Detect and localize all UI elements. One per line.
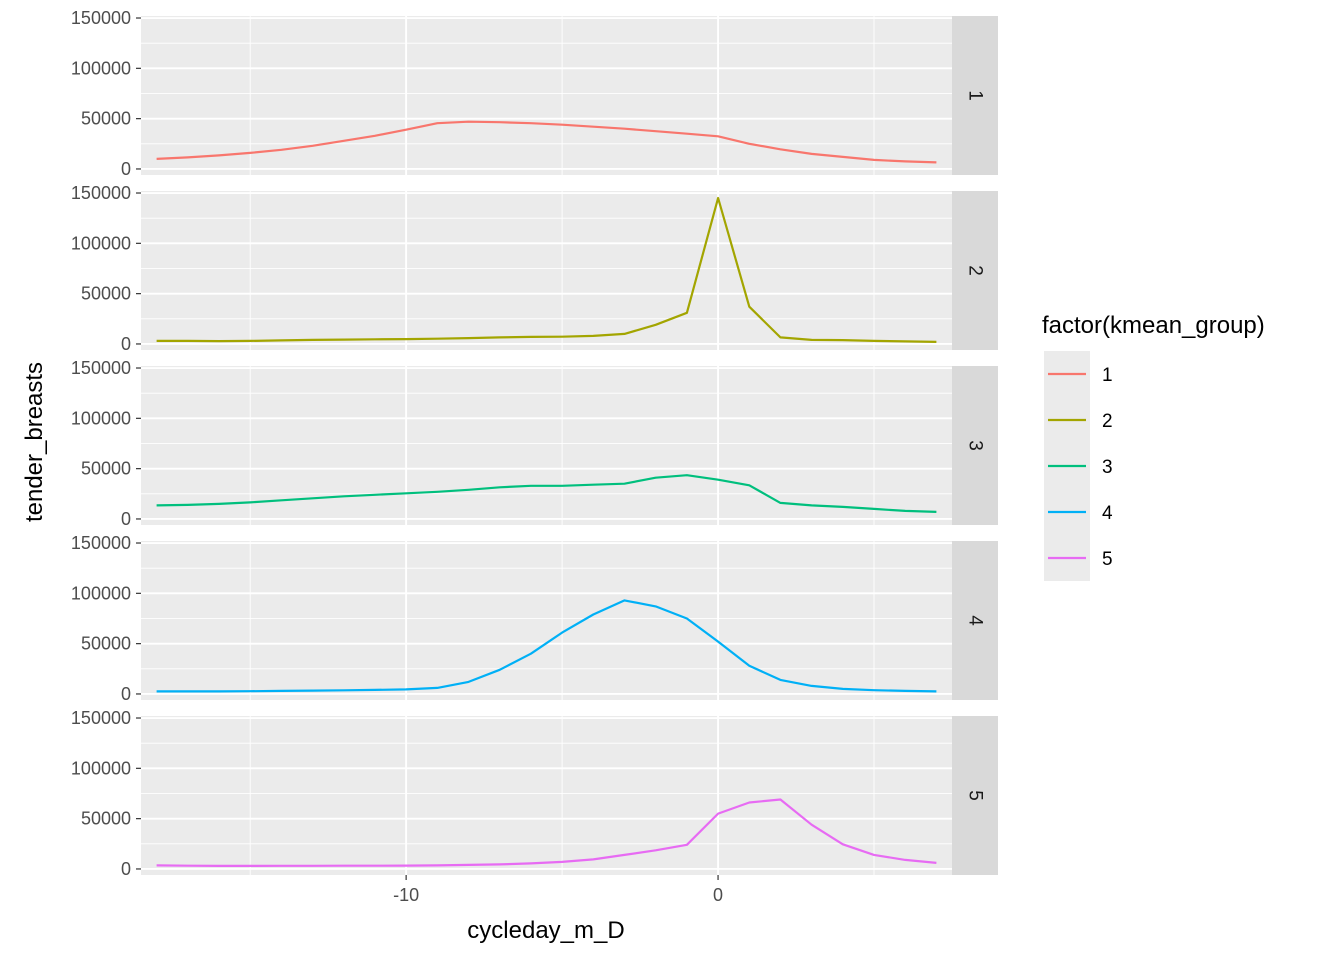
y-tick-label: 150000 <box>71 8 131 28</box>
legend-label: 5 <box>1102 549 1113 570</box>
facet-strip-label: 2 <box>965 265 986 276</box>
y-tick-label: 100000 <box>71 583 131 603</box>
facet-panel-3: 0 50000 100000 150000 3 <box>71 358 998 529</box>
facet-panel-1: 0 50000 100000 150000 1 <box>71 8 998 179</box>
facet-strip-label: 4 <box>965 615 986 626</box>
series-line-1 <box>156 120 937 164</box>
facet-strip-label: 1 <box>965 90 986 101</box>
legend-item-4: 4 <box>1044 489 1113 535</box>
series-line-2 <box>156 196 937 343</box>
y-tick-label: 50000 <box>81 459 131 479</box>
panel-background <box>141 191 952 350</box>
facet-panels: 0 50000 100000 150000 1 0 50000 100000 150000 2 0 5… <box>71 8 998 879</box>
y-tick-label: 0 <box>121 859 131 879</box>
panel-background <box>141 541 952 700</box>
legend-keys: 1 2 3 4 5 <box>1044 351 1113 581</box>
series-line-3 <box>156 474 937 513</box>
y-tick-label: 50000 <box>81 284 131 304</box>
facet-strip <box>952 541 998 700</box>
y-tick-label: 100000 <box>71 58 131 78</box>
y-tick-label: 0 <box>121 684 131 704</box>
x-axis: -10 0 <box>393 875 723 905</box>
y-tick-label: 100000 <box>71 758 131 778</box>
y-tick-label: 0 <box>121 509 131 529</box>
legend-item-3: 3 <box>1044 443 1113 489</box>
legend-item-1: 1 <box>1044 351 1113 397</box>
y-tick-label: 150000 <box>71 533 131 553</box>
legend-item-2: 2 <box>1044 397 1113 443</box>
facet-strip <box>952 191 998 350</box>
legend: factor(kmean_group) 1 2 3 4 5 <box>1042 312 1265 581</box>
y-tick-label: 50000 <box>81 109 131 129</box>
y-tick-label: 50000 <box>81 809 131 829</box>
facet-strip-label: 5 <box>965 790 986 801</box>
y-tick-label: 100000 <box>71 408 131 428</box>
y-tick-label: 0 <box>121 159 131 179</box>
legend-title: factor(kmean_group) <box>1042 312 1265 339</box>
y-tick-label: 150000 <box>71 358 131 378</box>
x-tick-label: 0 <box>713 885 723 905</box>
legend-label: 3 <box>1102 457 1113 478</box>
y-tick-label: 50000 <box>81 634 131 654</box>
facet-panel-5: 0 50000 100000 150000 5 <box>71 708 998 879</box>
legend-label: 4 <box>1102 503 1113 524</box>
x-tick-label: -10 <box>393 885 419 905</box>
y-tick-label: 0 <box>121 334 131 354</box>
facet-strip <box>952 16 998 175</box>
facet-panel-4: 0 50000 100000 150000 4 <box>71 533 998 704</box>
legend-item-5: 5 <box>1044 535 1113 581</box>
series-line-4 <box>156 599 937 693</box>
y-tick-label: 150000 <box>71 183 131 203</box>
panel-background <box>141 16 952 175</box>
series-line-5 <box>156 798 937 868</box>
panel-background <box>141 716 952 875</box>
facet-strip <box>952 366 998 525</box>
panel-background <box>141 366 952 525</box>
y-tick-label: 150000 <box>71 708 131 728</box>
legend-label: 2 <box>1102 411 1113 432</box>
facet-strip <box>952 716 998 875</box>
y-axis-title: tender_breasts <box>21 362 48 522</box>
y-tick-label: 100000 <box>71 233 131 253</box>
x-axis-title: cycleday_m_D <box>467 917 624 944</box>
legend-label: 1 <box>1102 365 1113 386</box>
facet-panel-2: 0 50000 100000 150000 2 <box>71 183 998 354</box>
facet-strip-label: 3 <box>965 440 986 451</box>
